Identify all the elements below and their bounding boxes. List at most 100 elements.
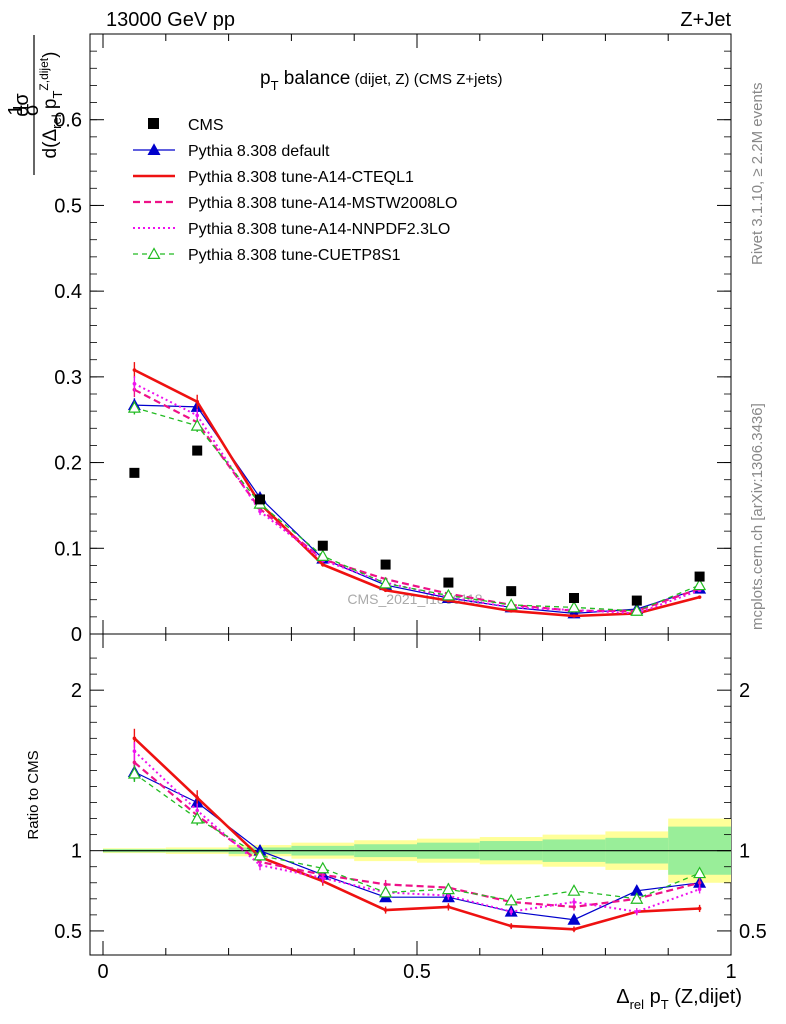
ratio-nnpdf-point <box>132 749 137 753</box>
legend: CMS Pythia 8.308 default Pythia 8.308 tune… <box>133 117 457 264</box>
ratio-nnpdf-point <box>697 887 702 891</box>
main-ytick-label: 0.1 <box>54 538 82 560</box>
main-cteql1-point <box>697 595 702 599</box>
legend-nnpdf-label: Pythia 8.308 tune-A14-NNPDF2.3LO <box>188 221 450 238</box>
ratio-cuetp8s1-point <box>316 861 330 874</box>
main-cteql1-point <box>321 562 325 567</box>
legend-cteql1-label: Pythia 8.308 tune-A14-CTEQL1 <box>188 169 414 186</box>
ratio-mstw-point <box>383 882 388 887</box>
ratio-cuetp8s1-point <box>504 893 518 906</box>
process-label: Z+Jet <box>680 9 731 31</box>
ratio-cuetp8s1-point <box>441 882 455 895</box>
ratio-ylabel: Ratio to CMS <box>25 750 42 839</box>
legend-cuetp8s1-marker <box>147 247 161 259</box>
main-cteql1-point <box>572 614 576 618</box>
watermark: CMS_2021_I1866118 <box>347 591 482 607</box>
source-label: mcplots.cern.ch [arXiv:1306.3436] <box>749 403 766 630</box>
ratio-cuetp8s1-point <box>190 811 204 824</box>
ratio-nnpdf-point <box>509 909 513 914</box>
ratio-mstw-point <box>572 905 576 909</box>
main-frame <box>89 33 732 635</box>
main-cuetp8s1-point <box>127 400 141 413</box>
main-cteql1-point <box>132 368 137 372</box>
main-nnpdf-point <box>195 413 199 418</box>
legend-cuetp8s1-label: Pythia 8.308 tune-CUETP8S1 <box>188 247 401 264</box>
ratio-cteql1-point <box>132 736 137 741</box>
energy-label: 13000 GeV pp <box>106 9 235 31</box>
main-cms-point <box>443 577 454 588</box>
ratio-nnpdf-point <box>635 909 639 914</box>
legend-mstw-label: Pythia 8.308 tune-A14-MSTW2008LO <box>188 195 457 212</box>
ratio-frame <box>89 633 732 956</box>
main-cteql1-line <box>133 368 700 618</box>
ratio-ytick-label: 0.5 <box>54 921 82 943</box>
main-cms-point <box>317 540 328 551</box>
ratio-mstw-point <box>132 760 137 765</box>
ratio-xtick-label: 1 <box>725 961 736 983</box>
main-cms-point <box>255 494 265 505</box>
main-cteql1-point <box>509 609 513 613</box>
main-cteql1-point <box>383 588 388 593</box>
main-cms-point <box>506 586 517 597</box>
main-cuetp8s1-point <box>190 418 204 431</box>
ratio-xtick-label: 0 <box>97 961 108 983</box>
ratio-cuetp8s1-point <box>630 892 644 904</box>
main-cuetp8s1-point <box>379 576 393 589</box>
svg-text:dσ: dσ <box>11 93 33 117</box>
legend-cms-marker <box>148 118 159 129</box>
main-cms-point <box>380 559 391 570</box>
ratio-cuetp8s1-point <box>253 848 267 861</box>
main-cms-point <box>569 593 579 603</box>
svg-text:σ: σ <box>21 103 43 116</box>
ratio-nnpdf-point <box>572 900 576 904</box>
ratio-cteql1-point <box>195 795 199 800</box>
main-ytick-label: 0.4 <box>54 281 82 303</box>
main-cteql1-point <box>195 399 199 404</box>
ratio-xtick-label: 0.5 <box>403 961 431 983</box>
svg-text:d(Δrel pTZ,dijet): d(Δrel pTZ,dijet) <box>37 52 65 159</box>
main-ylabel: 1 σ <box>5 103 43 116</box>
ratio-cuetp8s1-point <box>567 884 581 896</box>
main-ytick-label: 0.5 <box>54 195 82 217</box>
ratio-cuetp8s1-point <box>379 885 393 898</box>
ratio-cteql1-point <box>383 908 388 912</box>
svg-text:1: 1 <box>5 104 27 115</box>
main-cms-point <box>192 445 203 456</box>
main-ytick-label: 0 <box>71 624 82 646</box>
x-axis-label: Δrel pT (Z,dijet) <box>616 986 742 1012</box>
ratio-default-point <box>567 912 581 925</box>
ratio-cteql1-point <box>446 905 451 909</box>
ratio-cteql1-point <box>572 927 576 932</box>
main-ylabel-fraction: dσ d(Δrel pTZ,dijet) <box>11 35 65 175</box>
ratio-nnpdf-line <box>133 750 700 913</box>
main-ytick-label: 0.6 <box>54 110 82 132</box>
ratio-cteql1-point <box>509 924 513 928</box>
main-nnpdf-point <box>132 381 137 386</box>
ratio-nnpdf-point <box>258 863 262 867</box>
main-cuetp8s1-point <box>567 600 581 613</box>
ratio-cuetp8s1-point <box>693 866 707 879</box>
ratio-ytick-label-right: 2 <box>739 680 750 702</box>
main-mstw-line <box>133 388 700 613</box>
main-title: pT balance (dijet, Z) (CMS Z+jets) <box>260 68 503 93</box>
main-panel: 0 0.1 0.2 0.3 0.4 0.5 0.6 <box>54 33 732 646</box>
ratio-mstw-line <box>133 761 700 909</box>
ratio-ytick-label-right: 0.5 <box>739 921 767 943</box>
legend-cms-label: CMS <box>188 117 224 134</box>
ratio-nnpdf-point <box>446 893 451 898</box>
main-cms-point <box>694 571 705 582</box>
ratio-ytick-label: 2 <box>71 680 82 702</box>
main-cms-point <box>631 595 642 606</box>
ratio-nnpdf-point <box>321 876 325 880</box>
ratio-cteql1-point <box>697 906 702 911</box>
ratio-ytick-label-right: 1 <box>739 841 750 863</box>
ratio-cuetp8s1-point <box>127 766 141 779</box>
rivet-label: Rivet 3.1.10, ≥ 2.2M events <box>749 83 766 266</box>
main-cms-point <box>129 467 140 478</box>
main-ytick-label: 0.3 <box>54 367 82 389</box>
main-cuetp8s1-point <box>316 549 330 562</box>
main-nnpdf-line <box>133 382 700 615</box>
legend-default-label: Pythia 8.308 default <box>188 143 330 160</box>
ratio-mstw-point <box>697 880 702 885</box>
